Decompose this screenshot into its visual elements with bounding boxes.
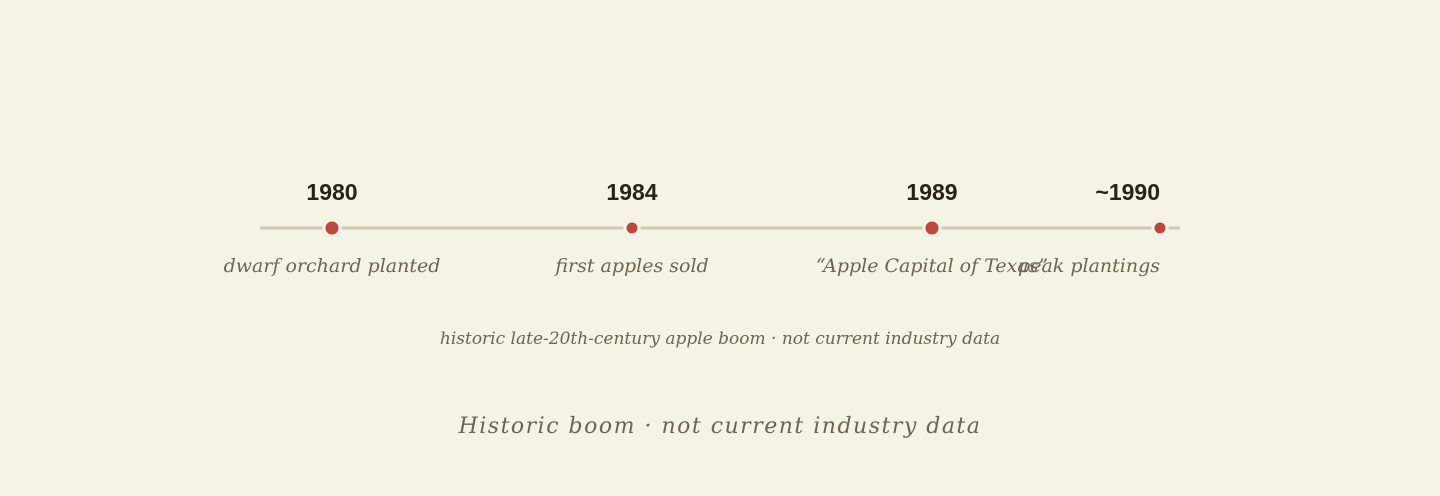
event-label: first apples sold <box>553 255 708 277</box>
footer: Historic boom · not current industry dat… <box>458 414 982 439</box>
event-label: peak plantings <box>1018 255 1160 277</box>
event-year: 1989 <box>906 179 957 205</box>
event-dot <box>1151 219 1169 237</box>
event-dot <box>623 219 641 237</box>
event-dot <box>322 218 342 238</box>
event-year: 1984 <box>606 179 657 205</box>
timeline-note: historic late-20th-century apple boom · … <box>440 329 1000 349</box>
event-year: 1980 <box>306 179 357 205</box>
event-year: ~1990 <box>1095 179 1160 205</box>
event-dot <box>922 218 942 238</box>
event-label: dwarf orchard planted <box>224 255 441 277</box>
event-label: “Apple Capital of Texas” <box>816 255 1048 277</box>
